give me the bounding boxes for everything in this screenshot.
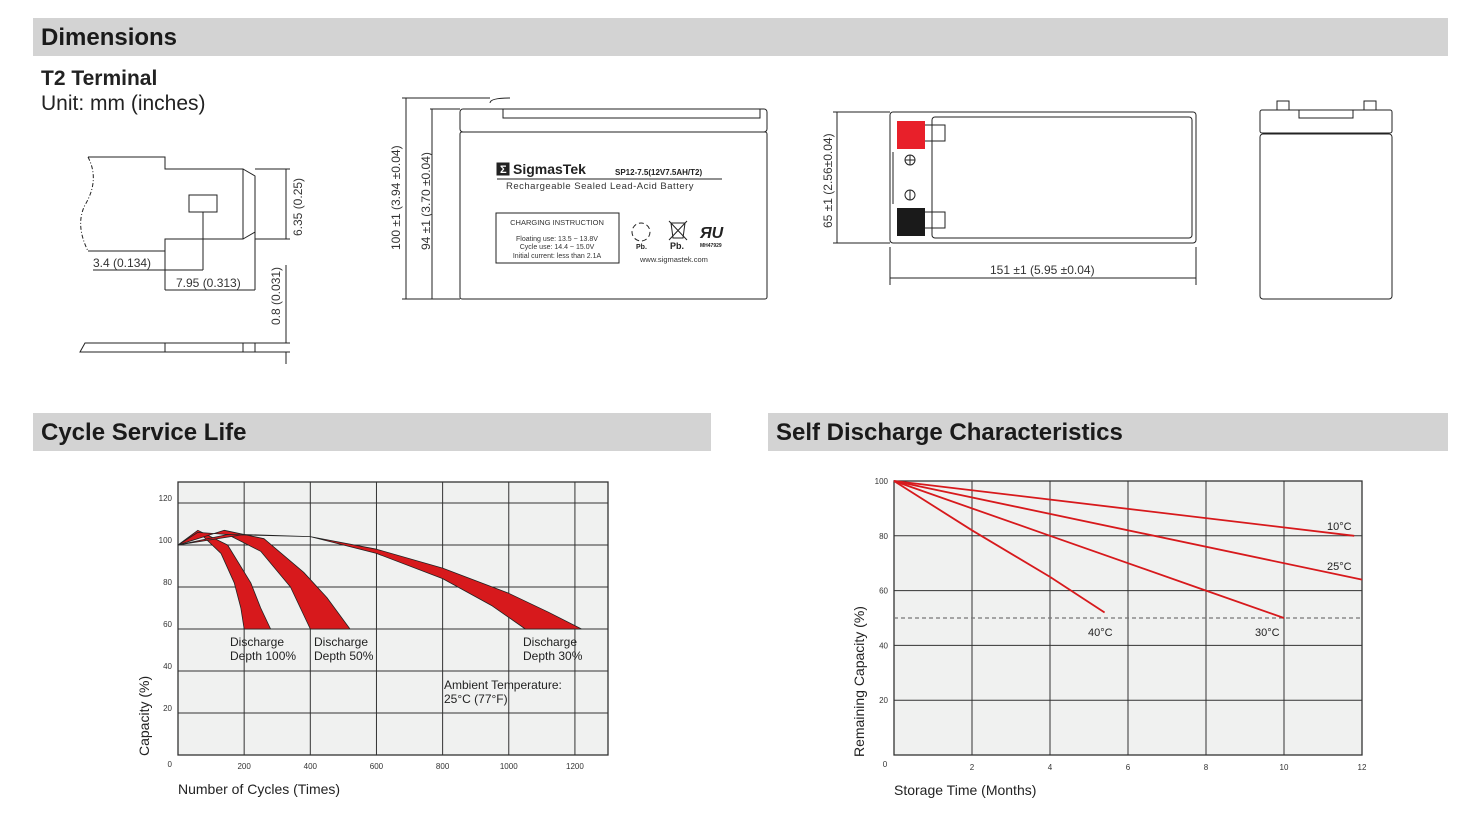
y-tick-label: 100: [875, 477, 889, 486]
dim-thickness: 0.8 (0.031): [269, 267, 283, 325]
model-number: SP12-7.5(12V7.5AH/T2): [615, 168, 702, 177]
y-tick-label: 80: [879, 532, 888, 541]
y-axis-label: Capacity (%): [136, 676, 152, 756]
y-tick-label: 100: [159, 536, 173, 545]
series-line: [893, 480, 1355, 537]
discharge-band: [177, 529, 351, 630]
x-tick-label: 6: [1126, 763, 1131, 772]
recycle-label: Pb.: [636, 244, 647, 251]
series-label: 25°C: [1327, 561, 1352, 573]
x-tick-label: 600: [370, 762, 384, 771]
y-tick-label: 60: [163, 620, 172, 629]
crossed-bin-icon: [668, 220, 688, 241]
ul-logo-icon: ЯU: [699, 225, 724, 242]
series-label: 30°C: [1255, 627, 1280, 639]
self-discharge-title: Self Discharge Characteristics: [776, 419, 1123, 446]
brand-name: SigmasTek: [513, 161, 586, 177]
x-tick-label: 4: [1048, 763, 1053, 772]
y-tick-label: 40: [879, 641, 888, 650]
series-line: [893, 480, 1285, 619]
terminal-title: T2 Terminal: [41, 67, 158, 90]
sigma-logo-icon: [496, 162, 510, 176]
battery-front-view: 100 ±1 (3.94 ±0.04) 94 ±1 (3.70 ±0.04) Σ…: [389, 97, 768, 300]
self-discharge-chart: 0 2 4 6 8 10 12 20 40 60 80 100 10°C 25°C 30°C 40°C Stor…: [851, 477, 1367, 798]
charging-line: Cycle use: 14.4 ~ 15.0V: [520, 244, 595, 251]
self-discharge-header: Self Discharge Characteristics: [768, 413, 1448, 451]
dim-offset: 3.4 (0.134): [93, 256, 151, 270]
battery-side-view: [1259, 100, 1393, 300]
negative-terminal: [897, 208, 925, 236]
dim-height: 6.35 (0.25): [291, 178, 305, 236]
series-label: Discharge: [314, 635, 368, 649]
svg-text:Σ: Σ: [500, 164, 507, 176]
charging-title: CHARGING INSTRUCTION: [510, 218, 604, 227]
x-tick-label: 800: [436, 762, 450, 771]
discharge-band: [177, 534, 582, 630]
x-tick-label: 8: [1204, 763, 1209, 772]
dim-width: 65 ±1 (2.56±0.04): [821, 133, 835, 228]
x-tick-label: 400: [304, 762, 318, 771]
y-tick-label: 80: [163, 578, 172, 587]
dimensions-header: Dimensions: [33, 18, 1448, 56]
x-tick-label: 0: [883, 760, 888, 769]
dim-length: 151 ±1 (5.95 ±0.04): [990, 263, 1095, 277]
series-label: Discharge: [230, 635, 284, 649]
series-label: Depth 50%: [314, 649, 374, 663]
x-tick-label: 1000: [500, 762, 518, 771]
x-tick-label: 2: [970, 763, 975, 772]
website: www.sigmastek.com: [639, 255, 708, 264]
series-label: Discharge: [523, 635, 577, 649]
x-tick-label: 10: [1280, 763, 1289, 772]
battery-subtitle: Rechargeable Sealed Lead-Acid Battery: [506, 181, 694, 192]
series-label: Depth 30%: [523, 649, 583, 663]
series-label: 10°C: [1327, 521, 1352, 533]
battery-top-view: 65 ±1 (2.56±0.04) 151 ±1 (5.95 ±0.04): [821, 111, 1197, 285]
y-tick-label: 20: [163, 704, 172, 713]
dim-case-height: 94 ±1 (3.70 ±0.04): [419, 152, 433, 250]
discharge-band: [177, 529, 272, 630]
dimensions-title: Dimensions: [41, 24, 178, 51]
terminal-diagram: 3.4 (0.134) 7.95 (0.313) 6.35 (0.25) 0.8…: [79, 156, 305, 364]
cycle-life-header: Cycle Service Life: [33, 413, 711, 451]
x-axis-label: Number of Cycles (Times): [178, 781, 340, 797]
y-tick-label: 20: [879, 696, 888, 705]
annotation: 25°C (77°F): [444, 692, 508, 706]
y-tick-label: 0: [168, 760, 173, 769]
cycle-life-title: Cycle Service Life: [41, 419, 247, 446]
dim-total-height: 100 ±1 (3.94 ±0.04): [389, 145, 403, 250]
ul-code: MH47929: [700, 243, 722, 249]
series-label: Depth 100%: [230, 649, 296, 663]
annotation: Ambient Temperature:: [444, 678, 562, 692]
x-tick-label: 1200: [566, 762, 584, 771]
x-tick-label: 12: [1358, 763, 1367, 772]
y-tick-label: 60: [879, 587, 888, 596]
charging-line: Floating use: 13.5 ~ 13.8V: [516, 236, 598, 243]
positive-terminal: [897, 121, 925, 149]
series-label: 40°C: [1088, 627, 1113, 639]
dim-length: 7.95 (0.313): [176, 276, 241, 290]
series-line: [893, 480, 1106, 614]
charging-line: Initial current: less than 2.1A: [513, 253, 602, 260]
y-axis-label: Remaining Capacity (%): [851, 606, 867, 757]
recycle-icon: [631, 222, 651, 242]
bin-label: Pb.: [670, 241, 684, 251]
unit-label: Unit: mm (inches): [41, 92, 206, 115]
y-tick-label: 120: [159, 494, 173, 503]
x-axis-label: Storage Time (Months): [894, 782, 1036, 798]
x-tick-label: 200: [237, 762, 251, 771]
y-tick-label: 40: [163, 662, 172, 671]
cycle-life-chart: 200 400 600 800 1000 1200 0 20 40 60 80 100 120 Disch…: [136, 481, 609, 797]
series-line: [893, 480, 1363, 581]
